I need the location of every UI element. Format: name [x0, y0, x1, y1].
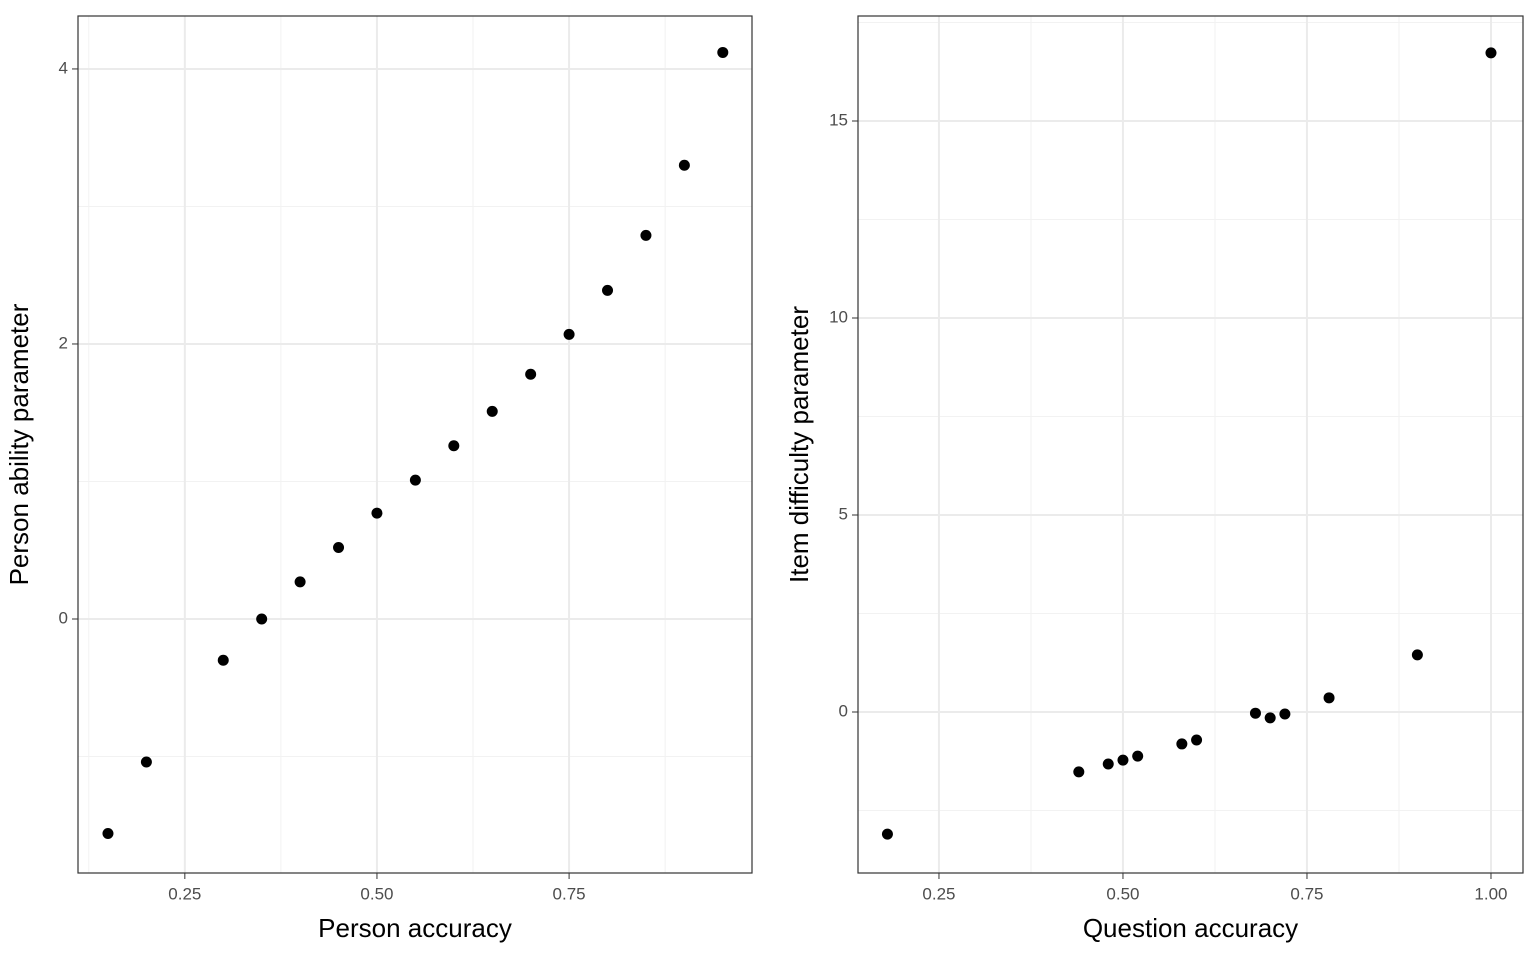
y-tick-label: 15 [829, 110, 848, 129]
point [1102, 758, 1114, 770]
point [140, 756, 152, 768]
point [602, 284, 614, 296]
x-tick-label: 0.75 [553, 884, 586, 903]
point [1323, 692, 1335, 704]
point [256, 613, 268, 625]
x-tick-label: 0.50 [360, 884, 393, 903]
x-tick-label: 0.25 [168, 884, 201, 903]
plot-background [78, 16, 752, 873]
point [294, 576, 306, 588]
x-axis-title: Person accuracy [318, 913, 512, 943]
point [448, 440, 460, 452]
point [1411, 649, 1423, 661]
plot-background [858, 16, 1523, 873]
y-axis-title: Person ability parameter [4, 303, 34, 585]
y-axis-title: Item difficulty parameter [784, 306, 814, 583]
y-tick-label: 4 [59, 58, 68, 77]
point [1117, 754, 1129, 766]
point [102, 828, 114, 840]
x-tick-label: 0.50 [1106, 884, 1139, 903]
plot-border [857, 15, 1524, 874]
point [1279, 708, 1291, 720]
x-tick-label: 0.25 [922, 884, 955, 903]
point [525, 368, 537, 380]
point [1073, 766, 1085, 778]
point [1249, 707, 1261, 719]
y-tick-label: 0 [59, 608, 68, 627]
point [1485, 47, 1497, 59]
point [486, 405, 498, 417]
y-tick-label: 0 [839, 701, 848, 720]
point [717, 46, 729, 58]
point [640, 229, 652, 241]
x-axis-title: Question accuracy [1083, 913, 1298, 943]
point [1132, 750, 1144, 762]
point [409, 474, 421, 486]
point [1264, 712, 1276, 724]
y-tick-label: 10 [829, 307, 848, 326]
point [881, 828, 893, 840]
plot-border [77, 15, 753, 874]
point [1176, 738, 1188, 750]
point [371, 507, 383, 519]
point [333, 541, 345, 553]
point [217, 654, 229, 666]
y-tick-label: 5 [839, 504, 848, 523]
point [563, 328, 575, 340]
x-tick-label: 0.75 [1290, 884, 1323, 903]
point [678, 159, 690, 171]
y-tick-label: 2 [59, 333, 68, 352]
x-tick-label: 1.00 [1474, 884, 1507, 903]
point [1191, 734, 1203, 746]
